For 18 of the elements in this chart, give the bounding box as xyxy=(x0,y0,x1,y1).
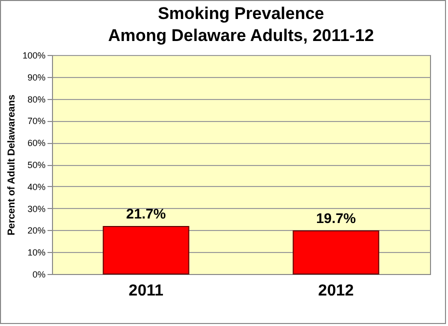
y-tick-label: 10% xyxy=(27,248,46,258)
y-tick-label: 50% xyxy=(27,160,46,170)
y-tick-label: 70% xyxy=(27,116,46,126)
y-tick-label: 80% xyxy=(27,94,46,104)
y-tick-label: 90% xyxy=(27,72,46,82)
y-tick-label: 30% xyxy=(27,204,46,214)
y-tick-label: 60% xyxy=(27,138,46,148)
y-axis-title: Percent of Adult Delawareans xyxy=(6,94,18,236)
data-label: 21.7% xyxy=(126,205,166,222)
y-tick-label: 0% xyxy=(32,270,46,280)
x-tick-label: 2012 xyxy=(318,282,354,300)
data-label: 19.7% xyxy=(316,210,356,226)
text: Smoking Prevalence xyxy=(158,4,324,23)
y-tick-label: 40% xyxy=(27,182,46,192)
text: Among Delaware Adults, 2011-12 xyxy=(108,26,374,45)
y-tick-label: 20% xyxy=(27,226,46,236)
y-tick-label: 100% xyxy=(22,50,46,60)
x-tick-label: 2011 xyxy=(128,282,164,300)
